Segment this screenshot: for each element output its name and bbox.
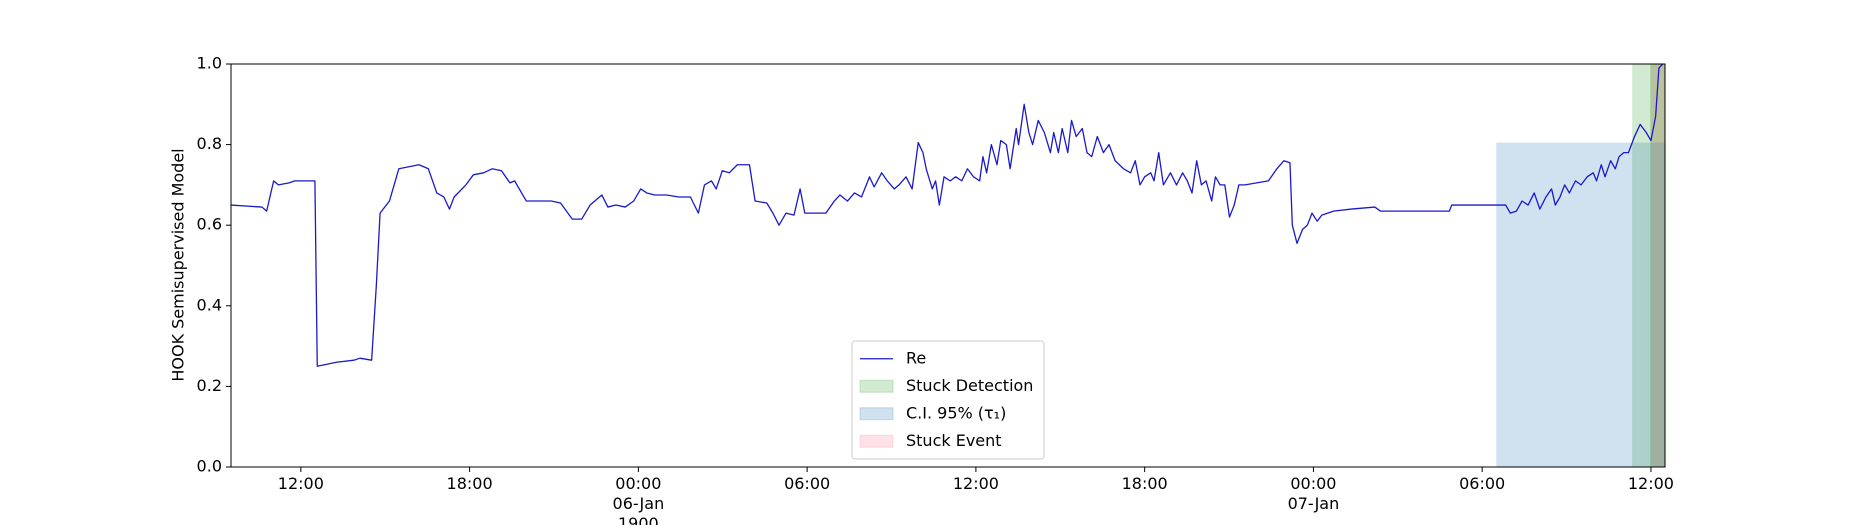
y-tick-label: 0.2 <box>197 376 222 395</box>
span <box>1650 64 1665 467</box>
data-line <box>230 63 1664 367</box>
y-tick-label: 1.0 <box>197 54 222 73</box>
y-axis-label: HOOK Semisupervised Model <box>169 148 188 381</box>
x-tick-label: 00:00 07-Jan <box>1287 474 1340 513</box>
span <box>1649 64 1665 467</box>
y-tick-label: 0.6 <box>197 215 222 234</box>
x-tick-label: 12:00 <box>952 474 999 493</box>
legend-label: Stuck Event <box>906 431 1002 450</box>
x-tick-label: 12:00 <box>277 474 324 493</box>
x-tick-label: 18:00 <box>446 474 493 493</box>
y-tick-label: 0.0 <box>197 457 222 476</box>
y-tick-label: 0.8 <box>197 134 222 153</box>
x-tick-label: 00:00 06-Jan 1900 <box>612 474 665 525</box>
legend-swatch <box>859 407 894 421</box>
x-tick-label: 12:00 <box>1627 474 1674 493</box>
legend-swatch <box>859 434 894 448</box>
legend: Re Stuck Detection C.I. 95% (τ₁) Stuck Even… <box>851 340 1045 460</box>
legend-label: Re <box>906 348 926 367</box>
plot-frame <box>230 63 1666 468</box>
x-tick-label: 18:00 <box>1121 474 1168 493</box>
legend-box <box>851 340 1045 460</box>
x-tick-label: 06:00 <box>1459 474 1506 493</box>
x-tick-label: 06:00 <box>784 474 831 493</box>
y-tick-label: 0.4 <box>197 295 222 314</box>
legend-label: C.I. 95% (τ₁) <box>906 403 1006 422</box>
span <box>1496 142 1665 467</box>
legend-swatch <box>859 379 894 393</box>
legend-label: Stuck Detection <box>906 376 1033 395</box>
